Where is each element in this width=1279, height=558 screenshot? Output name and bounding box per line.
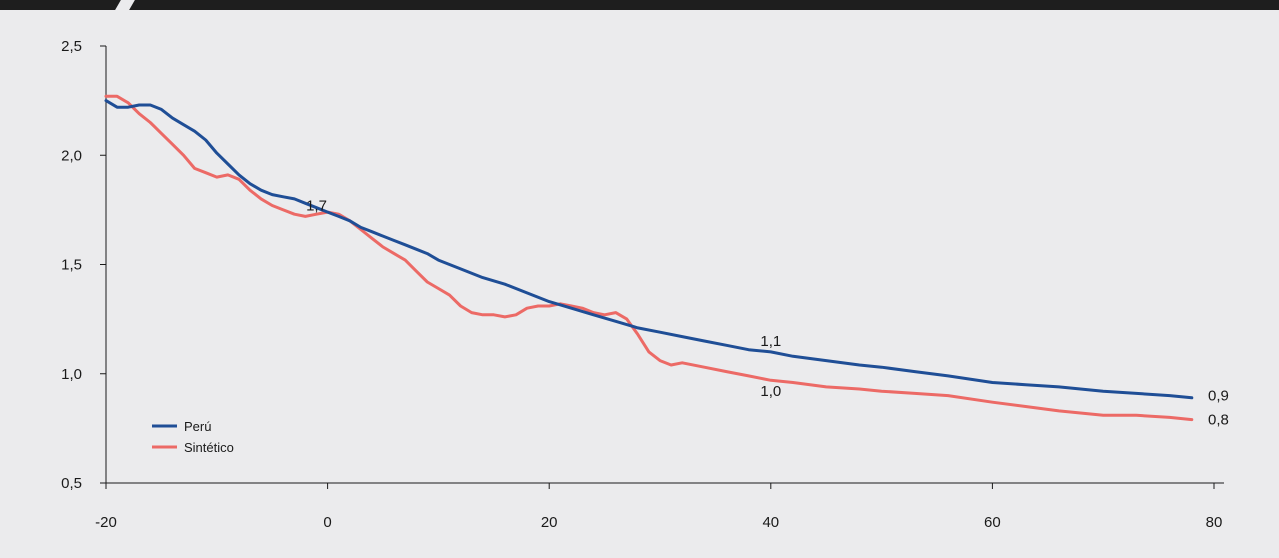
x-tick-label: -20 bbox=[95, 514, 117, 531]
axes: 0,5 1,0 1,5 2,0 2,5 -20 0 20 40 60 80 bbox=[61, 38, 1224, 531]
x-tick-label: 40 bbox=[762, 514, 779, 531]
y-tick-label: 1,5 bbox=[61, 257, 82, 274]
annotation-label: 1,1 bbox=[760, 333, 781, 350]
y-tick-label: 0,5 bbox=[61, 475, 82, 492]
legend: Perú Sintético bbox=[152, 419, 234, 455]
y-tick-label: 1,0 bbox=[61, 366, 82, 383]
x-tick-label: 60 bbox=[984, 514, 1001, 531]
x-tick-label: 0 bbox=[323, 514, 331, 531]
legend-label: Perú bbox=[184, 419, 211, 434]
series-line-peru bbox=[104, 99, 1194, 400]
x-tick-label: 80 bbox=[1206, 514, 1223, 531]
top-header-bar bbox=[0, 0, 1279, 10]
series-layer bbox=[104, 94, 1194, 422]
x-tick-label: 20 bbox=[541, 514, 558, 531]
annotation-label: 1,7 bbox=[306, 198, 327, 215]
y-tick-label: 2,5 bbox=[61, 38, 82, 55]
annotation-label: 0,8 bbox=[1208, 412, 1229, 429]
annotation-label: 1,0 bbox=[760, 383, 781, 400]
legend-label: Sintético bbox=[184, 440, 234, 455]
annotations: 1,7 1,1 1,0 0,9 0,8 bbox=[306, 198, 1229, 429]
y-tick-label: 2,0 bbox=[61, 147, 82, 164]
annotation-label: 0,9 bbox=[1208, 388, 1229, 405]
series-line-sintetico bbox=[104, 94, 1194, 422]
